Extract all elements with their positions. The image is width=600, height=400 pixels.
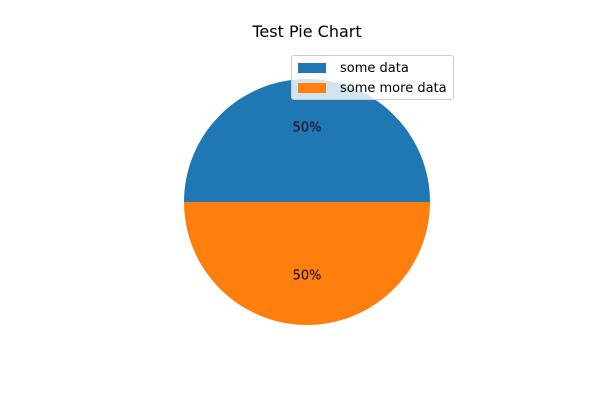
legend-swatch-some-more-data — [298, 83, 326, 93]
pie-slice-some-data — [184, 79, 430, 202]
legend-label-some-more-data: some more data — [340, 80, 447, 96]
pie-pct-label-some-data: 50% — [293, 121, 322, 136]
legend-item-some-data: some data — [298, 60, 409, 76]
pie-pct-label-some-more-data: 50% — [293, 268, 322, 283]
legend-swatch-some-data — [298, 63, 326, 73]
legend-item-some-more-data: some more data — [298, 80, 447, 96]
chart-title: Test Pie Chart — [252, 22, 362, 41]
legend: some data some more data — [291, 55, 454, 100]
legend-label-some-data: some data — [340, 60, 409, 76]
pie-slice-some-more-data — [184, 202, 430, 325]
